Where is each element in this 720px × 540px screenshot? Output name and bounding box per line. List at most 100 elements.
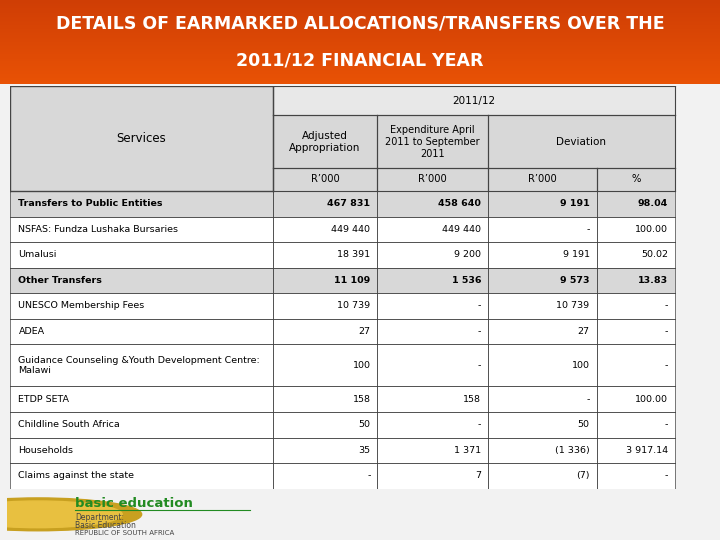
Text: 100: 100 (353, 361, 371, 370)
Bar (488, 116, 675, 167)
Bar (377, 412, 488, 437)
Bar (10, 412, 272, 437)
Bar (0, 74, 720, 75)
Bar (0, 64, 720, 65)
Bar (597, 412, 675, 437)
Ellipse shape (0, 66, 332, 509)
Text: 1 536: 1 536 (451, 276, 481, 285)
Bar (377, 437, 488, 463)
Bar (272, 463, 377, 489)
Bar (10, 463, 272, 489)
Bar (377, 167, 488, 191)
Text: 9 191: 9 191 (559, 199, 590, 208)
Text: 2011/12: 2011/12 (452, 96, 495, 106)
Bar (272, 387, 377, 412)
Text: %: % (631, 174, 640, 184)
Bar (488, 319, 597, 345)
Bar (488, 345, 597, 387)
Bar (10, 387, 272, 412)
Bar (0, 56, 720, 57)
Bar (597, 268, 675, 293)
Bar (0, 48, 720, 49)
Bar (10, 268, 272, 293)
Text: UNESCO Membership Fees: UNESCO Membership Fees (19, 301, 145, 310)
Bar (488, 412, 597, 437)
Text: ADEA: ADEA (19, 327, 45, 336)
Bar (597, 217, 675, 242)
Text: 158: 158 (463, 395, 481, 404)
Bar (0, 69, 720, 70)
Bar (597, 437, 675, 463)
Bar (0, 24, 720, 25)
Text: -: - (665, 301, 668, 310)
Bar (272, 345, 377, 387)
Text: 11 109: 11 109 (334, 276, 371, 285)
Bar (272, 437, 377, 463)
Bar (0, 26, 720, 28)
Bar (0, 46, 720, 48)
Text: R’000: R’000 (528, 174, 557, 184)
Text: Other Transfers: Other Transfers (19, 276, 102, 285)
Bar (597, 387, 675, 412)
Bar (0, 78, 720, 79)
Text: 449 440: 449 440 (331, 225, 371, 234)
Text: -: - (586, 395, 590, 404)
Bar (377, 463, 488, 489)
Bar (0, 15, 720, 17)
Text: 100.00: 100.00 (635, 395, 668, 404)
Circle shape (0, 501, 122, 528)
Bar (377, 319, 488, 345)
Text: DETAILS OF EARMARKED ALLOCATIONS/TRANSFERS OVER THE: DETAILS OF EARMARKED ALLOCATIONS/TRANSFE… (55, 15, 665, 32)
Bar (0, 21, 720, 22)
Text: Basic Education: Basic Education (75, 521, 136, 530)
Text: -: - (586, 225, 590, 234)
Bar (488, 217, 597, 242)
Bar (272, 116, 377, 167)
Ellipse shape (31, 247, 241, 489)
Bar (10, 437, 272, 463)
Bar (377, 191, 488, 217)
Bar (272, 242, 377, 268)
Bar (0, 11, 720, 12)
Bar (10, 242, 272, 268)
Bar (272, 268, 377, 293)
Text: 27: 27 (359, 327, 371, 336)
Bar (0, 52, 720, 53)
Bar (10, 217, 272, 242)
Bar (0, 36, 720, 38)
Bar (272, 167, 377, 191)
Bar (272, 86, 675, 116)
Text: 50: 50 (359, 420, 371, 429)
Bar (0, 10, 720, 11)
Bar (0, 35, 720, 36)
Text: 18 391: 18 391 (338, 251, 371, 259)
Bar (0, 57, 720, 58)
Bar (0, 75, 720, 77)
Bar (272, 217, 377, 242)
Bar (0, 31, 720, 32)
Bar (0, 72, 720, 74)
Text: -: - (477, 327, 481, 336)
Text: (1 336): (1 336) (555, 446, 590, 455)
Bar (0, 67, 720, 69)
Bar (0, 14, 720, 15)
Bar (0, 81, 720, 82)
Bar (0, 0, 720, 2)
Text: 9 200: 9 200 (454, 251, 481, 259)
Bar (10, 293, 272, 319)
Bar (0, 49, 720, 50)
Bar (10, 191, 272, 217)
Bar (488, 167, 597, 191)
Bar (0, 59, 720, 60)
Text: Childline South Africa: Childline South Africa (19, 420, 120, 429)
Bar (0, 50, 720, 52)
Text: 2011/12 FINANCIAL YEAR: 2011/12 FINANCIAL YEAR (236, 51, 484, 69)
Bar (597, 167, 675, 191)
Text: Households: Households (19, 446, 73, 455)
Text: 27: 27 (577, 327, 590, 336)
Bar (0, 5, 720, 7)
Text: -: - (477, 361, 481, 370)
Bar (0, 12, 720, 14)
Text: (7): (7) (576, 471, 590, 481)
Bar (0, 4, 720, 5)
